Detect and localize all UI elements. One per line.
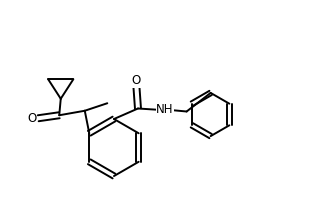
Text: NH: NH	[156, 103, 174, 116]
Text: O: O	[132, 74, 141, 87]
Text: O: O	[28, 112, 37, 125]
